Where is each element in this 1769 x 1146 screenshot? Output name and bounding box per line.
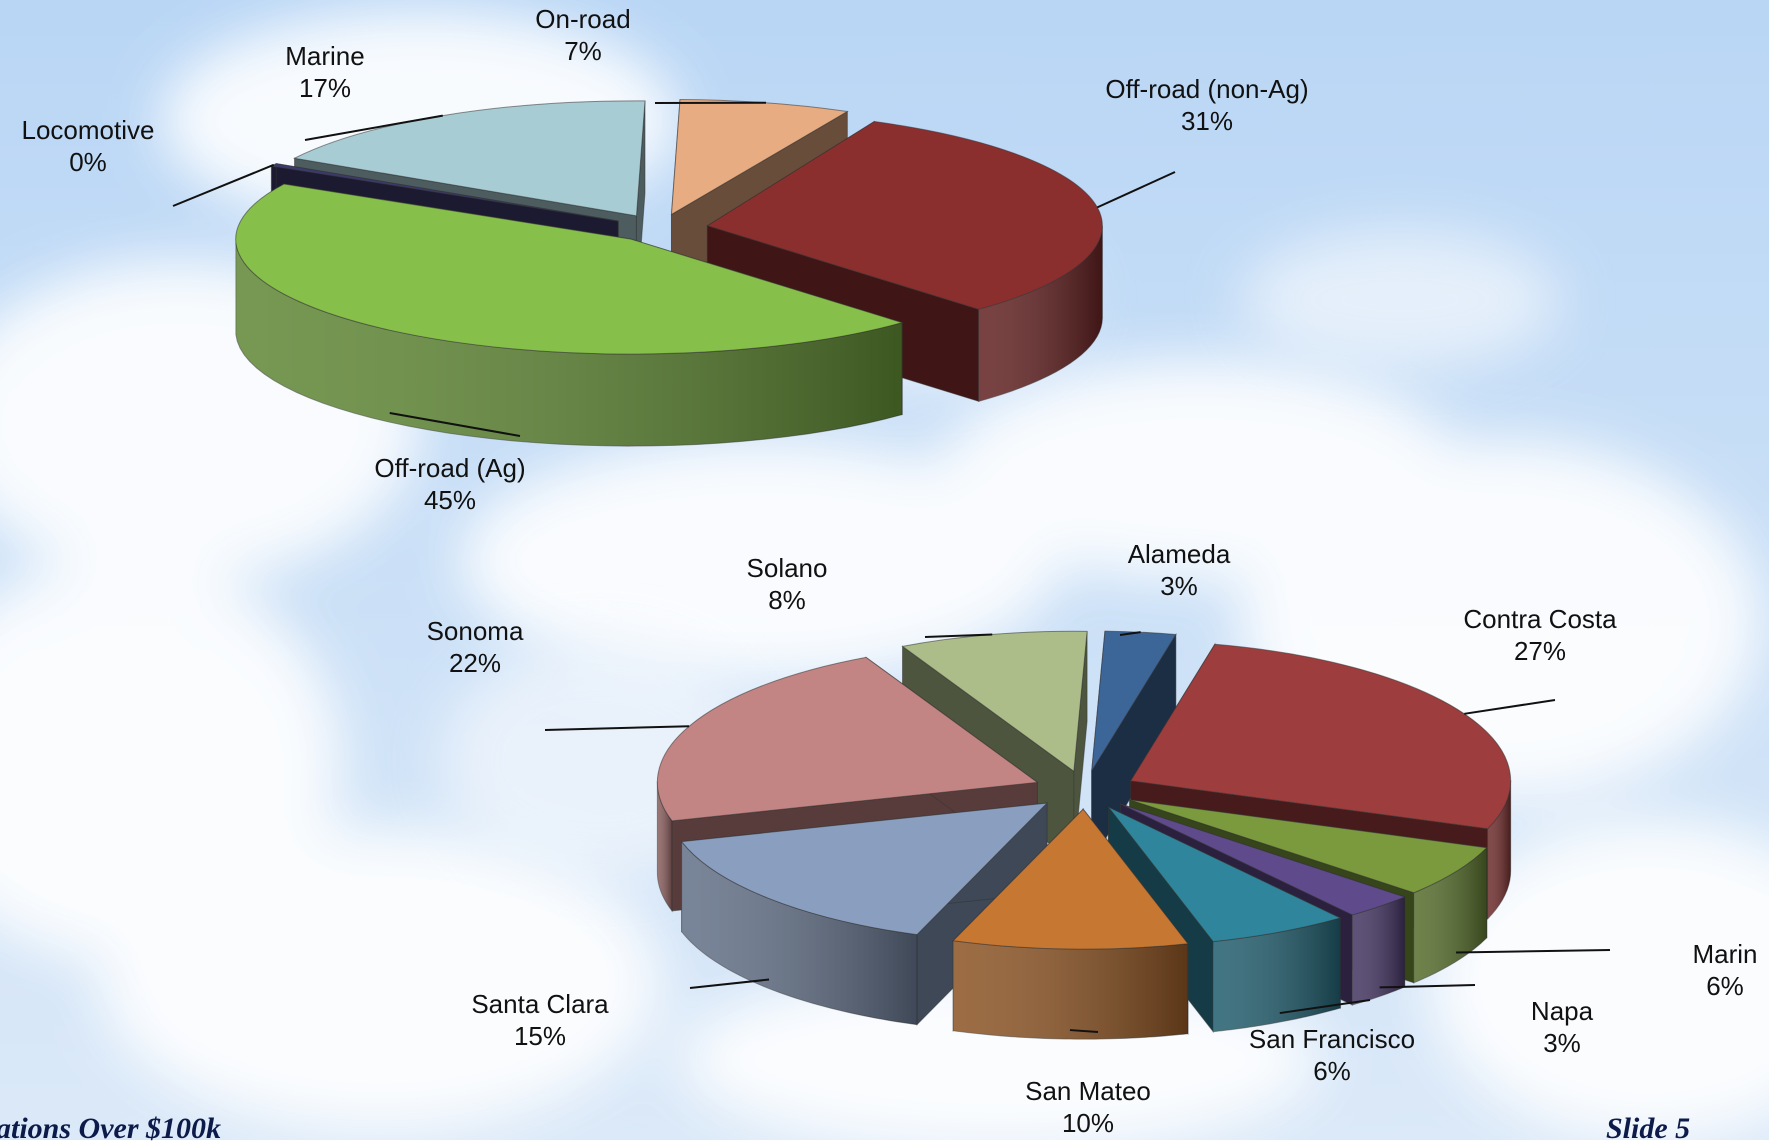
- value-label: 22%: [449, 648, 501, 678]
- category-label: San Francisco: [1249, 1024, 1415, 1054]
- value-label: 6%: [1706, 971, 1744, 1001]
- category-label: Alameda: [1128, 539, 1231, 569]
- category-label: Marin: [1692, 939, 1757, 969]
- category-label: Solano: [747, 553, 828, 583]
- category-label: Sonoma: [427, 616, 524, 646]
- value-label: 6%: [1313, 1056, 1351, 1086]
- value-label: 27%: [1514, 636, 1566, 666]
- category-label: Locomotive: [22, 115, 155, 145]
- category-label: On-road: [535, 4, 630, 34]
- value-label: 45%: [424, 485, 476, 515]
- category-label: Napa: [1531, 996, 1594, 1026]
- category-label: Off-road (Ag): [374, 453, 525, 483]
- value-label: 0%: [69, 147, 107, 177]
- slide-number: Slide 5: [1606, 1112, 1690, 1146]
- category-label: San Mateo: [1025, 1076, 1151, 1106]
- category-label: Contra Costa: [1463, 604, 1617, 634]
- value-label: 31%: [1181, 106, 1233, 136]
- category-label: Off-road (non-Ag): [1105, 74, 1308, 104]
- value-label: 3%: [1543, 1028, 1581, 1058]
- value-label: 15%: [514, 1021, 566, 1051]
- footer-title: ations Over $100k: [0, 1112, 221, 1146]
- value-label: 17%: [299, 73, 351, 103]
- value-label: 10%: [1062, 1108, 1114, 1138]
- value-label: 3%: [1160, 571, 1198, 601]
- county-pie-chart: [657, 631, 1510, 1039]
- value-label: 7%: [564, 36, 602, 66]
- category-label: Santa Clara: [471, 989, 609, 1019]
- value-label: 8%: [768, 585, 806, 615]
- category-label: Marine: [285, 41, 364, 71]
